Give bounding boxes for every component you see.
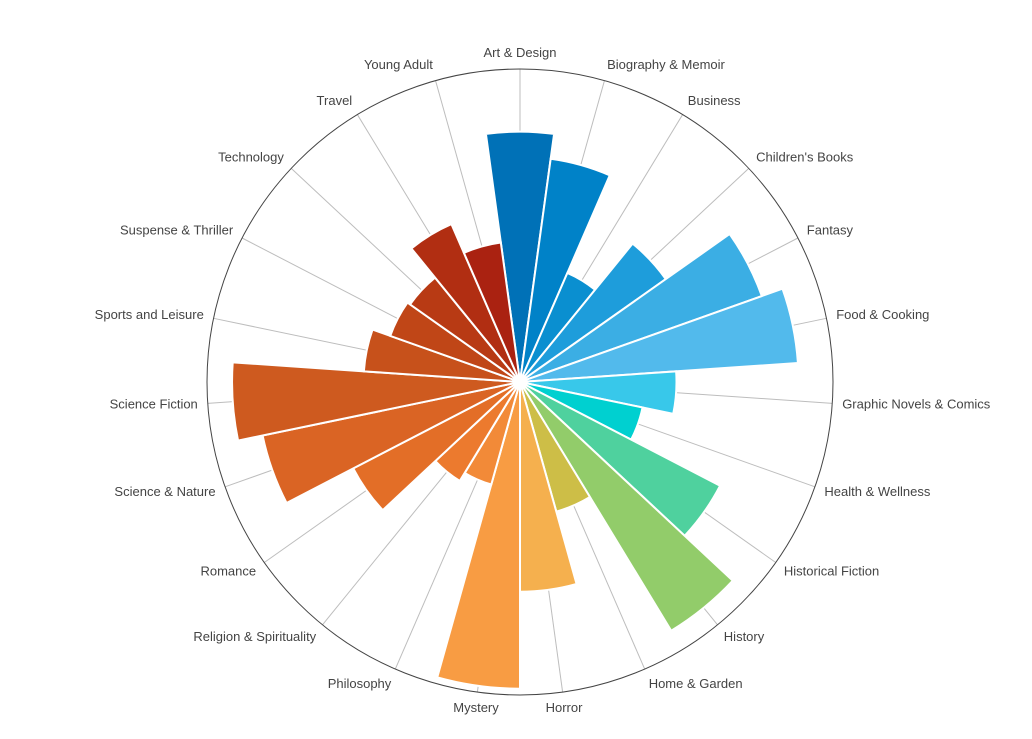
label-fantasy: Fantasy — [807, 223, 854, 238]
label-science-and-nature: Science & Nature — [114, 484, 215, 499]
label-suspense-and-thriller: Suspense & Thriller — [120, 223, 234, 238]
label-philosophy: Philosophy — [328, 676, 392, 691]
label-travel: Travel — [317, 93, 353, 108]
wedges-group — [231, 130, 799, 690]
label-young-adult: Young Adult — [364, 57, 433, 72]
bar-graphic-novels-and-comics[interactable] — [519, 370, 678, 416]
label-sports-and-leisure: Sports and Leisure — [95, 307, 204, 322]
label-religion-and-spirituality: Religion & Spirituality — [193, 629, 316, 644]
bar-biography-and-memoir[interactable] — [519, 157, 612, 383]
bar-young-adult[interactable] — [462, 241, 521, 383]
label-children-s-books: Children's Books — [756, 149, 854, 164]
label-health-and-wellness: Health & Wellness — [824, 484, 930, 499]
label-art-and-design: Art & Design — [484, 45, 557, 60]
label-food-and-cooking: Food & Cooking — [836, 307, 929, 322]
label-horror: Horror — [546, 700, 584, 715]
label-romance: Romance — [200, 564, 256, 579]
label-history: History — [724, 629, 765, 644]
label-graphic-novels-and-comics: Graphic Novels & Comics — [842, 397, 991, 412]
label-home-and-garden: Home & Garden — [649, 676, 743, 691]
label-biography-and-memoir: Biography & Memoir — [607, 57, 725, 72]
bar-suspense-and-thriller[interactable] — [388, 301, 521, 383]
bar-history[interactable] — [519, 381, 735, 633]
bar-food-and-cooking[interactable] — [519, 287, 799, 383]
label-technology: Technology — [218, 149, 284, 164]
bar-science-fiction[interactable] — [231, 361, 521, 442]
outer-ring — [206, 68, 834, 696]
category-labels-group: Art & Design Biography & Memoir Business Ch… — [95, 45, 991, 715]
label-science-fiction: Science Fiction — [110, 397, 198, 412]
bar-art-and-design[interactable] — [484, 130, 556, 383]
label-business: Business — [688, 93, 741, 108]
bar-travel[interactable] — [409, 222, 521, 383]
label-historical-fiction: Historical Fiction — [784, 564, 879, 579]
label-mystery: Mystery — [453, 700, 499, 715]
